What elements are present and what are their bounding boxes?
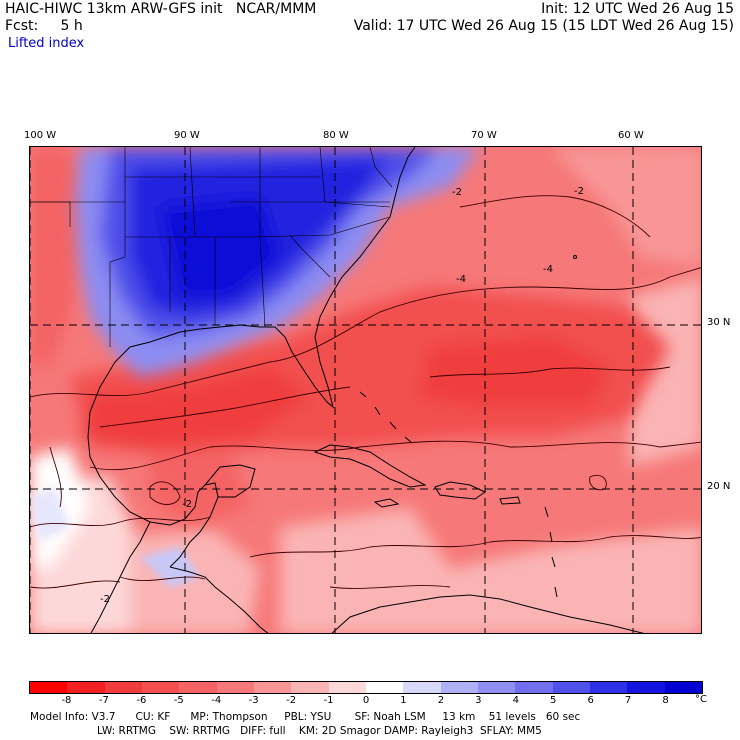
contour-label: -4 (456, 274, 466, 285)
colorbar-swatch (552, 682, 590, 693)
colorbar-tick-label: 6 (587, 695, 594, 706)
colorbar-swatch (515, 682, 553, 693)
model-info-line1: Model Info: V3.7 CU: KF MP: Thompson PBL… (30, 711, 581, 723)
field-name: Lifted index (8, 36, 85, 51)
colorbar-swatch (403, 682, 441, 693)
colorbar-swatch (328, 682, 366, 693)
lon-label-100w: 100 W (24, 130, 57, 141)
colorbar-tick-label: 7 (624, 695, 632, 706)
lon-label-60w: 60 W (618, 130, 644, 141)
colorbar-tick-label: 0 (362, 695, 370, 706)
colorbar-ticks: -8 -7 -6 -5 -4 -3 -2 -1 0 1 2 3 4 5 6 7 8 (29, 695, 703, 707)
contour-label: -2 (100, 594, 110, 605)
colorbar-swatch (104, 682, 142, 693)
init-time: Init: 12 UTC Wed 26 Aug 15 (541, 1, 734, 17)
colorbar (29, 681, 703, 694)
model-info-line2: LW: RRTMG SW: RRTMG DIFF: full KM: 2D Sm… (97, 725, 542, 737)
colorbar-tick-label: -3 (248, 695, 259, 706)
colorbar-swatch (365, 682, 404, 693)
colorbar-tick-label: 4 (512, 695, 519, 706)
model-title: HAIC-HIWC 13km ARW-GFS init NCAR/MMM (5, 1, 317, 17)
forecast-hour: Fcst: 5 h (5, 18, 83, 34)
colorbar-tick-label: 5 (550, 695, 557, 706)
colorbar-unit: °C (695, 694, 707, 705)
colorbar-tick-label: 1 (400, 695, 407, 706)
colorbar-swatch (30, 682, 68, 693)
contour-label: -4 (543, 264, 553, 275)
colorbar-tick-label: 8 (662, 695, 669, 706)
colorbar-tick-label: -8 (61, 695, 72, 706)
contour-label: -2 (452, 187, 462, 198)
colorbar-swatch (141, 682, 180, 693)
colorbar-tick-label: 2 (437, 695, 445, 706)
colorbar-tick-label: 3 (475, 695, 482, 706)
lat-label-30n: 30 N (707, 317, 731, 328)
colorbar-swatch (67, 682, 105, 693)
colorbar-swatch (627, 682, 665, 693)
state-borders (30, 147, 393, 347)
colorbar-swatch (216, 682, 254, 693)
colorbar-swatch (589, 682, 628, 693)
colorbar-tick-label: -2 (286, 695, 297, 706)
graticule (30, 147, 701, 633)
colorbar-swatch (664, 682, 702, 693)
lon-label-70w: 70 W (471, 130, 497, 141)
colorbar-tick-label: -1 (323, 695, 334, 706)
contour-label: -2 (574, 186, 584, 197)
lat-label-20n: 20 N (707, 481, 731, 492)
colorbar-tick-label: -4 (211, 695, 222, 706)
colorbar-swatch (253, 682, 292, 693)
map-canvas: -2 -2 -4 -4 -2 -2 (30, 147, 701, 633)
valid-time: Valid: 17 UTC Wed 26 Aug 15 (15 LDT Wed … (353, 18, 734, 34)
contour-label: -2 (182, 499, 192, 510)
colorbar-swatch (477, 682, 516, 693)
colorbar-swatch (179, 682, 217, 693)
lon-label-80w: 80 W (323, 130, 349, 141)
coastlines (87, 147, 645, 633)
lifted-index-map: -2 -2 -4 -4 -2 -2 (29, 146, 702, 634)
colorbar-swatch (291, 682, 329, 693)
colorbar-swatch (440, 682, 478, 693)
colorbar-tick-label: -7 (98, 695, 109, 706)
lon-label-90w: 90 W (174, 130, 200, 141)
colorbar-tick-label: -5 (173, 695, 184, 706)
colorbar-tick-label: -6 (136, 695, 147, 706)
